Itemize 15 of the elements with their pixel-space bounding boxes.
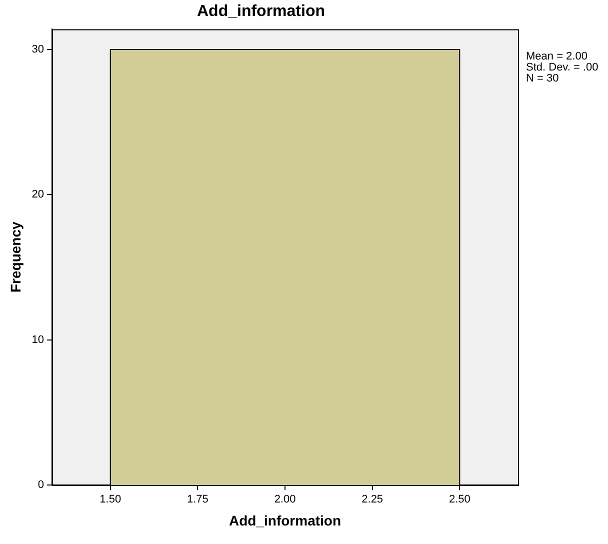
x-tick-label: 2.25 — [362, 494, 384, 506]
x-tick-label: 1.50 — [100, 494, 122, 506]
text: Mean = 2.00 — [526, 50, 588, 63]
x-tick-label: 2.00 — [274, 494, 296, 506]
text: N = 30 — [526, 72, 559, 85]
x-tick-label: 1.75 — [186, 494, 208, 506]
y-tick-label: 20 — [32, 188, 44, 201]
y-axis-title: Frequency — [7, 221, 24, 293]
text: Std. Dev. = .00 — [526, 62, 598, 74]
x-axis-title: Add_information — [229, 512, 342, 528]
chart-title: Add_information — [197, 3, 325, 20]
y-tick-label: 0 — [38, 479, 44, 492]
y-tick-label: 10 — [32, 334, 44, 346]
x-tick-label: 2.50 — [448, 494, 470, 506]
y-tick-label: 30 — [32, 44, 44, 56]
